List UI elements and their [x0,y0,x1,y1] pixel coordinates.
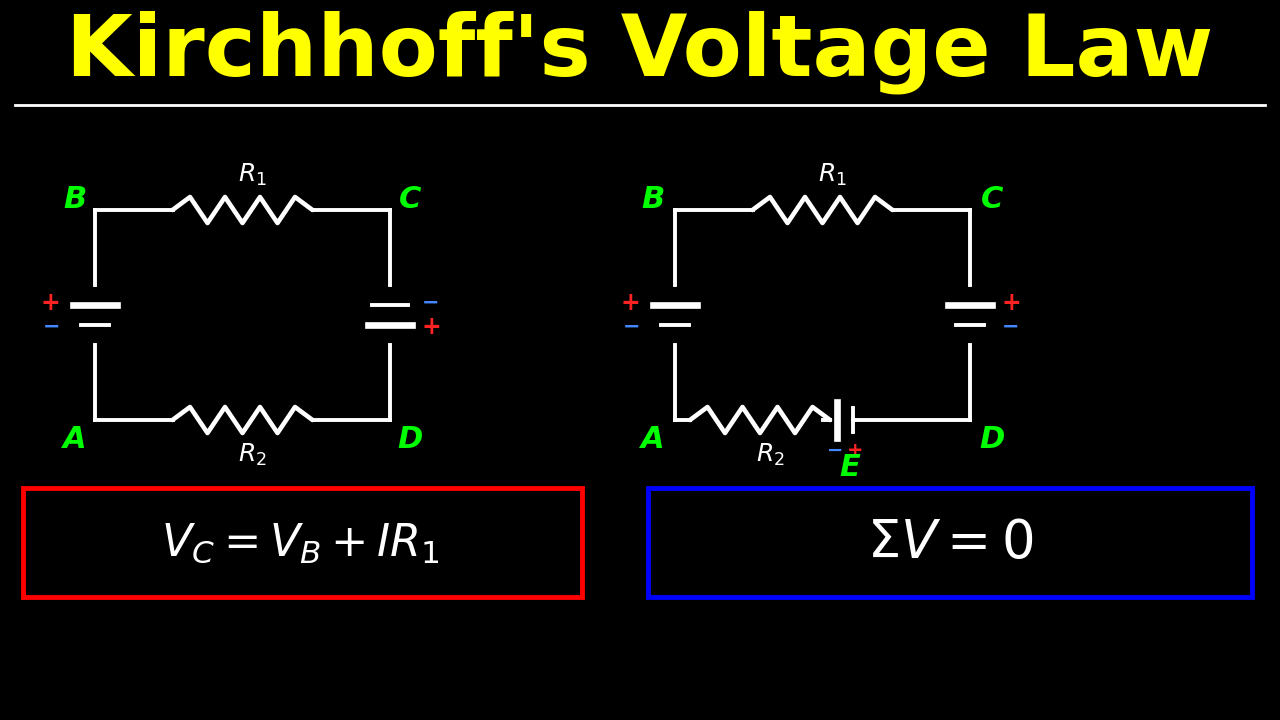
Text: −: − [422,293,439,313]
Text: −: − [827,441,844,459]
Text: $V_C = V_B + IR_1$: $V_C = V_B + IR_1$ [161,521,439,564]
Text: A: A [63,426,87,454]
Text: A: A [641,426,664,454]
Text: C: C [980,186,1004,215]
Text: −: − [42,317,60,337]
Text: $R_2$: $R_2$ [755,442,785,468]
Text: E: E [840,454,860,482]
Text: $\Sigma V = 0$: $\Sigma V = 0$ [867,517,1033,569]
Text: D: D [979,426,1005,454]
Text: −: − [1002,317,1019,337]
Text: $R_1$: $R_1$ [238,162,268,188]
Text: B: B [64,186,87,215]
FancyBboxPatch shape [23,488,582,597]
Text: +: + [40,291,60,315]
Text: C: C [399,186,421,215]
Text: +: + [847,441,863,459]
Text: +: + [422,315,442,339]
Text: −: − [622,317,640,337]
Text: $R_2$: $R_2$ [238,442,266,468]
Text: +: + [1002,291,1021,315]
Text: +: + [621,291,640,315]
Text: Kirchhoff's Voltage Law: Kirchhoff's Voltage Law [67,10,1213,94]
FancyBboxPatch shape [648,488,1252,597]
Text: B: B [641,186,664,215]
Text: $R_1$: $R_1$ [818,162,847,188]
Text: D: D [397,426,422,454]
